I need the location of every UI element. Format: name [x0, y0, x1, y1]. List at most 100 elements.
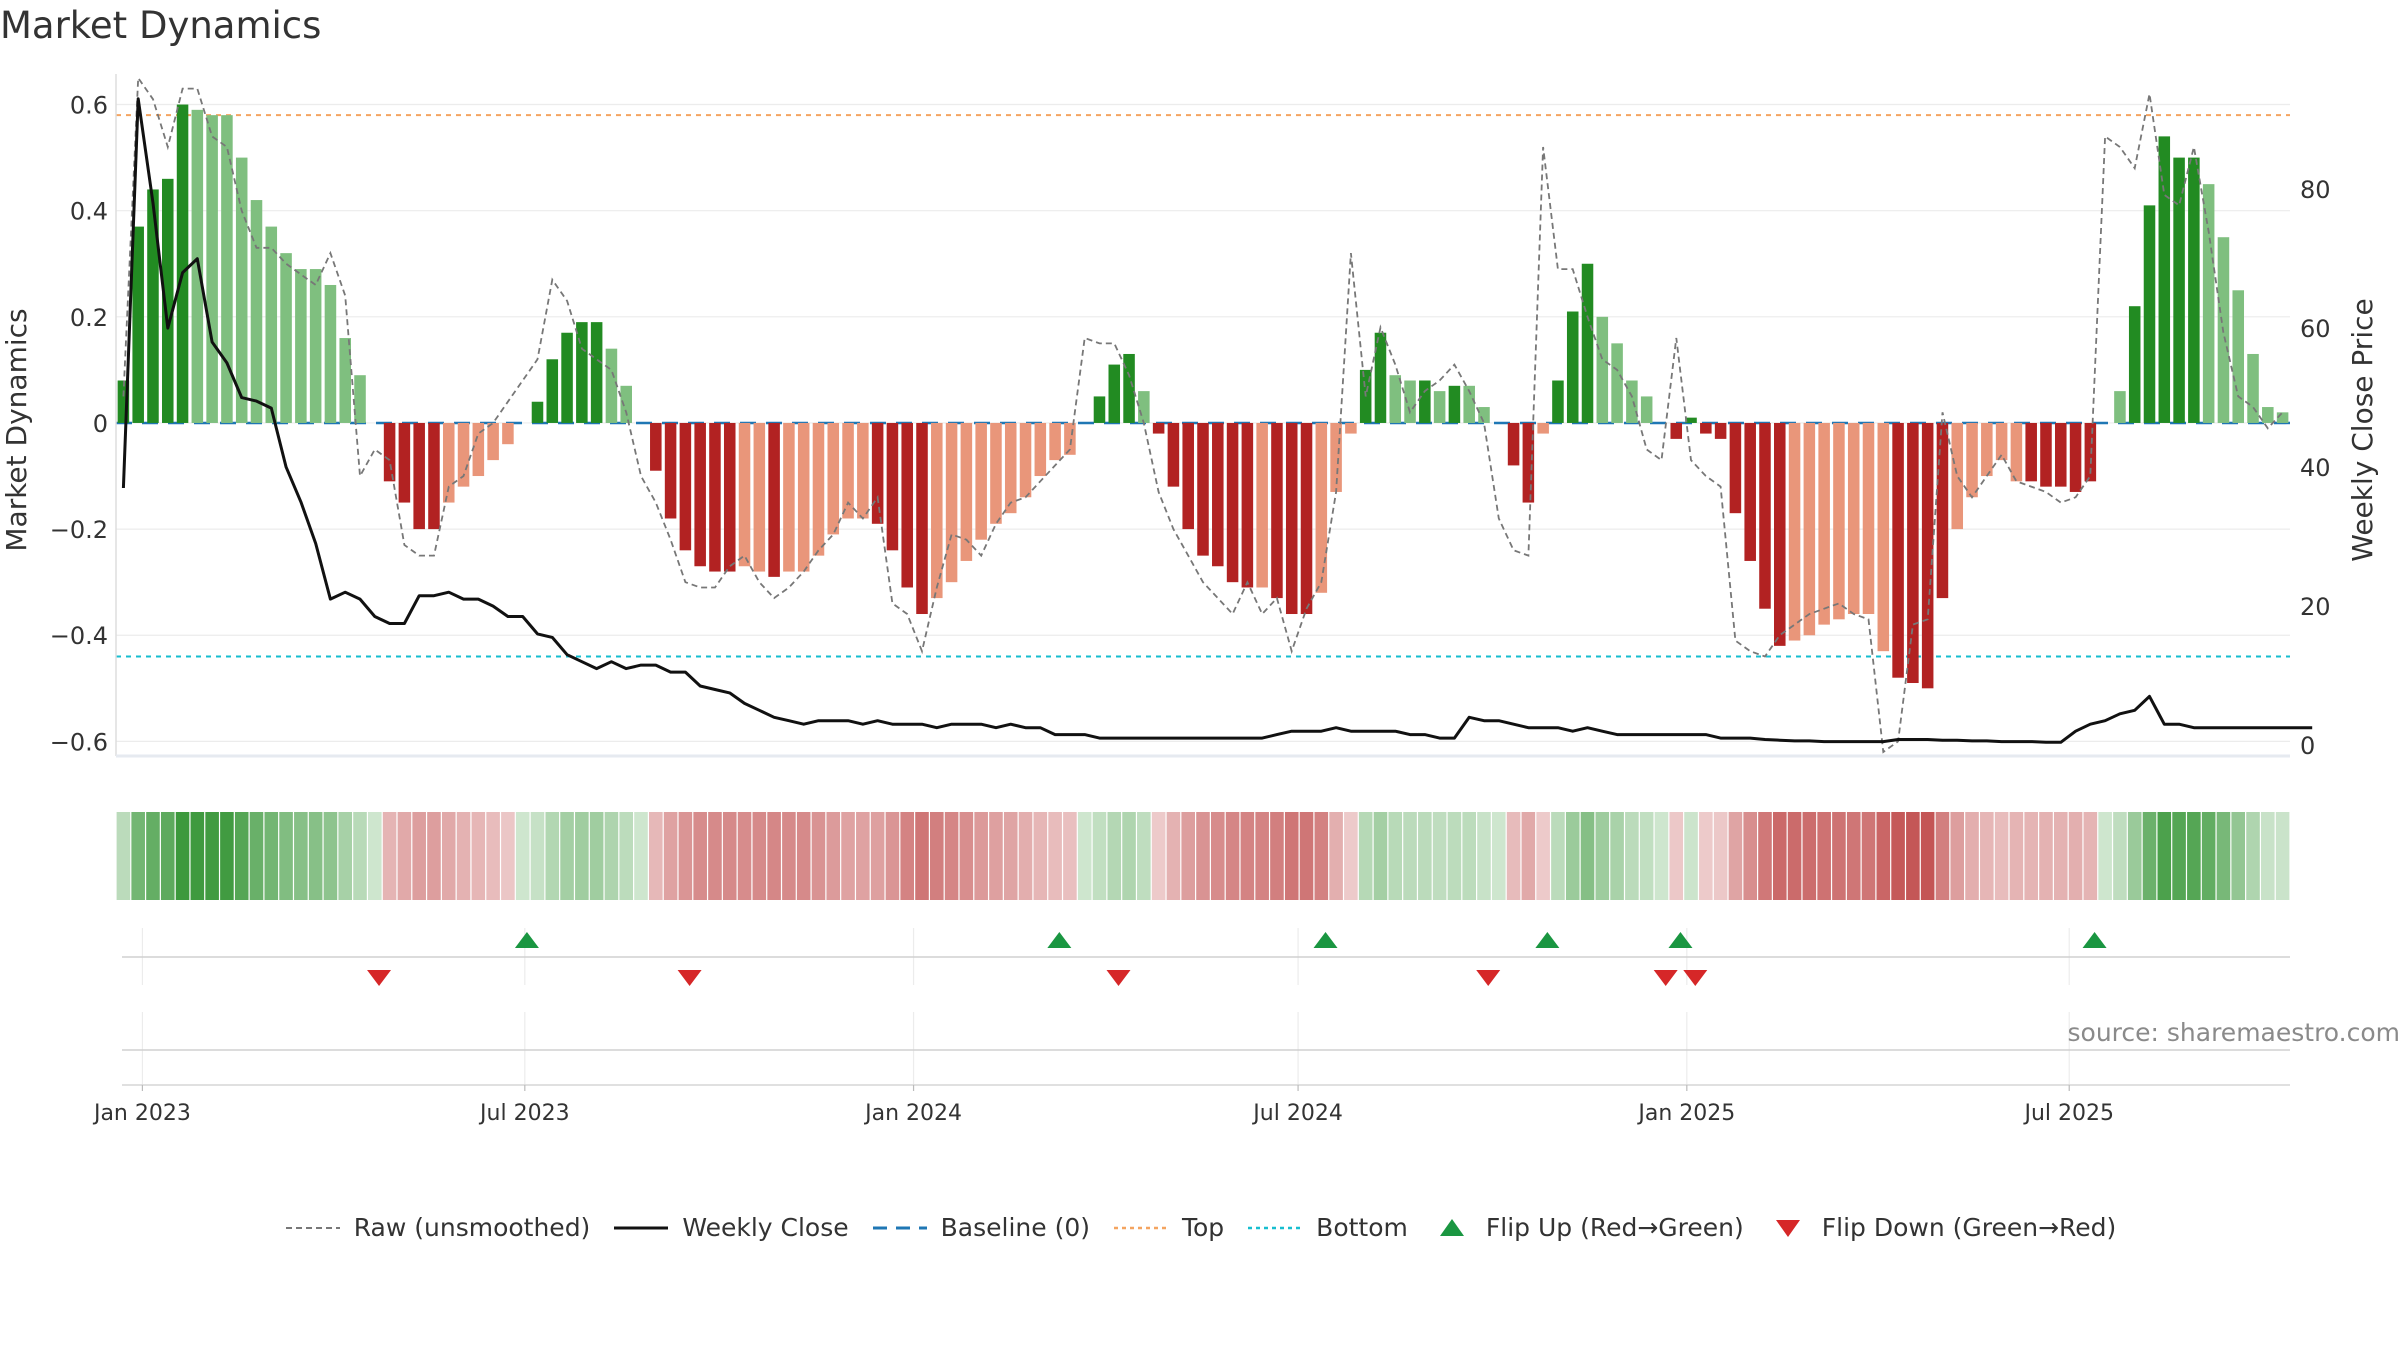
dynamics-bar: [1907, 422, 1919, 684]
dynamics-bar: [1685, 417, 1697, 423]
dynamics-bar: [1374, 332, 1387, 423]
regime-cell: [1980, 812, 1994, 900]
dynamics-bar: [2173, 157, 2185, 423]
dynamics-bar: [1433, 391, 1446, 423]
dynamics-bar: [901, 422, 913, 588]
dynamics-bar: [2128, 306, 2141, 423]
dynamics-bar: [1034, 422, 1047, 477]
dynamics-bar: [250, 200, 263, 423]
dynamics-bar: [1463, 385, 1475, 423]
dynamics-bar: [280, 253, 292, 423]
dynamics-bar: [1951, 422, 1964, 530]
dynamics-bar: [857, 422, 869, 519]
regime-cell: [146, 812, 160, 900]
dynamics-bar: [1744, 422, 1756, 561]
legend-item-baseline: Baseline (0): [871, 1213, 1090, 1242]
dynamics-bar: [2040, 422, 2052, 487]
regime-cell: [1092, 812, 1107, 900]
regime-cell: [1743, 812, 1757, 900]
regime-cell: [1284, 812, 1299, 900]
regime-cell: [1063, 812, 1077, 900]
dynamics-bar: [2247, 353, 2259, 423]
regime-cell: [1137, 812, 1151, 900]
dynamics-bar: [1759, 422, 1771, 609]
regime-cell: [1639, 812, 1654, 900]
regime-cell: [634, 812, 648, 900]
dynamics-bar: [546, 359, 559, 423]
chart-title: Market Dynamics: [0, 4, 322, 47]
dynamics-bar: [1714, 422, 1727, 439]
regime-cell: [1314, 812, 1329, 900]
dynamics-bar: [797, 422, 810, 572]
x-axis-ticks: Jan 2023 Jul 2023 Jan 2024 Jul 2024 Jan 2025…: [92, 1085, 2114, 1126]
dynamics-bar: [1729, 422, 1742, 514]
dynamics-bar: [1345, 422, 1357, 434]
regime-cell: [870, 812, 885, 900]
regime-cell: [441, 812, 456, 900]
regime-cell: [2009, 812, 2024, 900]
regime-cell: [678, 812, 693, 900]
dynamics-bar: [295, 269, 307, 423]
regime-cell: [2083, 812, 2098, 900]
regime-cell: [1388, 812, 1403, 900]
regime-cell: [1536, 812, 1550, 900]
regime-cell: [368, 812, 382, 900]
dynamics-bar: [1537, 422, 1549, 434]
dynamics-bar: [132, 226, 144, 423]
dynamics-bar: [1788, 422, 1801, 641]
regime-cell: [2127, 812, 2142, 900]
y2-tick-label: 80: [2300, 176, 2331, 204]
flip-markers-panel: [122, 932, 2290, 986]
dynamics-bar: [161, 178, 174, 423]
flip-down-marker: [1683, 970, 1708, 986]
regime-cell: [1610, 812, 1624, 900]
regime-cell: [1699, 812, 1713, 900]
regime-cell: [160, 812, 175, 900]
regime-cell: [900, 812, 915, 900]
dynamics-bar: [1966, 422, 1978, 498]
regime-cell: [856, 812, 870, 900]
dynamics-bar: [1256, 422, 1268, 588]
dynamics-bar: [2158, 136, 2171, 423]
dynamics-bar: [1877, 422, 1890, 652]
regime-cell: [604, 812, 619, 900]
legend-label-raw: Raw (unsmoothed): [353, 1213, 591, 1242]
y-tick-label: −0.2: [50, 516, 108, 544]
dynamics-bar: [1847, 422, 1860, 615]
regime-cell: [959, 812, 974, 900]
dynamics-bar: [1803, 422, 1816, 636]
flip-down-marker: [1476, 970, 1501, 986]
flip-down-marker: [367, 970, 392, 986]
dynamics-bar: [871, 422, 884, 524]
regime-cell: [2261, 812, 2275, 900]
dynamics-bar: [487, 422, 499, 461]
reference-lines: [116, 114, 2290, 658]
regime-cell: [1048, 812, 1062, 900]
dynamics-bar: [2055, 422, 2067, 487]
dynamics-bar: [2025, 422, 2037, 482]
regime-cell: [811, 812, 826, 900]
regime-cell: [1787, 812, 1802, 900]
x-tick-label: Jan 2023: [92, 1101, 191, 1126]
dynamics-bar: [383, 422, 396, 482]
dynamics-bar: [753, 422, 766, 572]
regime-cell: [1846, 812, 1861, 900]
regime-cell: [663, 812, 678, 900]
regime-cell: [2231, 812, 2246, 900]
dynamics-bar: [931, 422, 943, 599]
flip-up-marker: [1535, 932, 1560, 948]
dynamics-bar: [842, 422, 854, 519]
regime-cell: [589, 812, 604, 900]
legend-label-close: Weekly Close: [682, 1213, 849, 1242]
regime-cell: [1344, 812, 1358, 900]
regime-cell: [1240, 812, 1255, 900]
regime-strip: [116, 812, 2290, 900]
regime-cell: [2157, 812, 2172, 900]
regime-cell: [1299, 812, 1314, 900]
dynamics-bar: [1522, 422, 1535, 503]
regime-cell: [1166, 812, 1181, 900]
regime-cell: [397, 812, 412, 900]
regime-cell: [294, 812, 308, 900]
solid-line-swatch: [614, 1226, 669, 1229]
regime-cell: [1935, 812, 1950, 900]
